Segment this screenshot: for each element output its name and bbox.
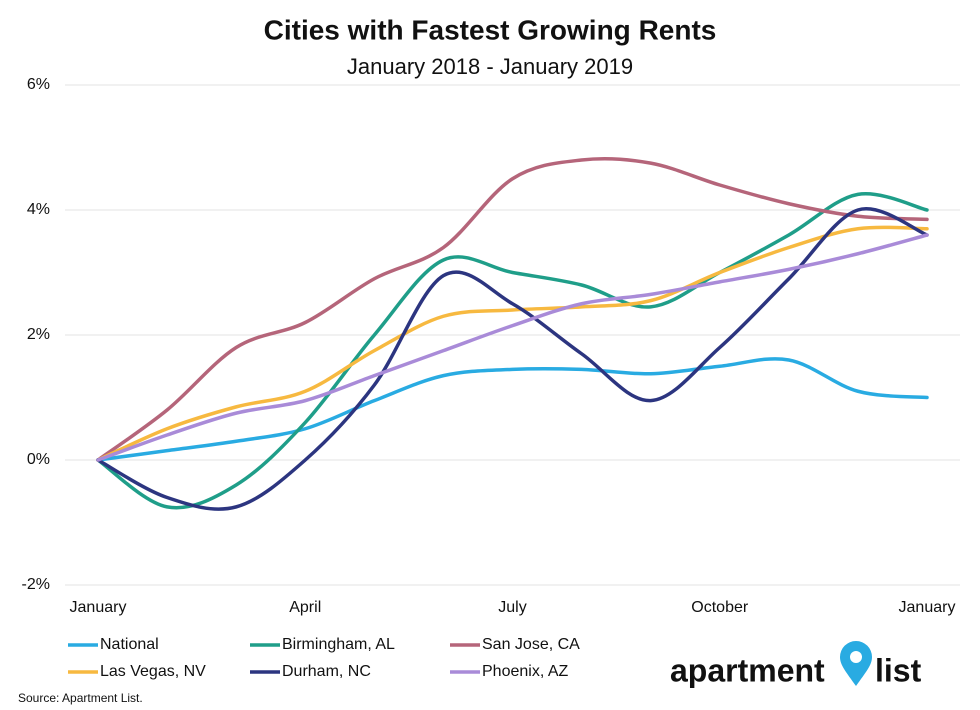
x-tick-label: January xyxy=(899,599,956,616)
series-line xyxy=(96,357,929,462)
y-tick-label: 6% xyxy=(27,76,50,93)
chart-title: Cities with Fastest Growing Rents xyxy=(264,14,717,45)
logo-pin-hole xyxy=(850,651,862,663)
y-tick-label: 4% xyxy=(27,201,50,218)
legend-item: Durham, NC xyxy=(250,663,371,680)
y-tick-label: 2% xyxy=(27,326,50,343)
x-tick-label: April xyxy=(289,599,321,616)
legend-label: Birmingham, AL xyxy=(282,636,395,653)
legend-item: San Jose, CA xyxy=(450,636,580,653)
legend-label: Las Vegas, NV xyxy=(100,663,206,680)
series-line xyxy=(96,233,929,462)
legend-label: National xyxy=(100,636,159,653)
legend-item: National xyxy=(68,636,159,653)
series-line xyxy=(96,225,929,462)
x-tick-label: October xyxy=(691,599,749,616)
legend-label: Phoenix, AZ xyxy=(482,663,569,680)
logo-pin xyxy=(840,641,872,686)
source-note: Source: Apartment List. xyxy=(18,691,143,705)
legend-item: Birmingham, AL xyxy=(250,636,395,653)
chart-subtitle: January 2018 - January 2019 xyxy=(347,54,633,79)
legend-label: Durham, NC xyxy=(282,663,371,680)
legend-item: Las Vegas, NV xyxy=(68,663,206,680)
y-tick-label: 0% xyxy=(27,451,50,468)
x-tick-label: July xyxy=(498,599,526,616)
logo-text: apartment xyxy=(670,652,825,688)
series-line xyxy=(96,191,929,510)
series-line xyxy=(96,207,929,511)
legend-item: Phoenix, AZ xyxy=(450,663,569,680)
logo: apartment list xyxy=(670,641,922,688)
x-tick-label: January xyxy=(70,599,127,616)
logo-text: list xyxy=(875,652,922,688)
legend-label: San Jose, CA xyxy=(482,636,580,653)
y-tick-label: -2% xyxy=(22,576,50,593)
series-line xyxy=(96,156,929,462)
